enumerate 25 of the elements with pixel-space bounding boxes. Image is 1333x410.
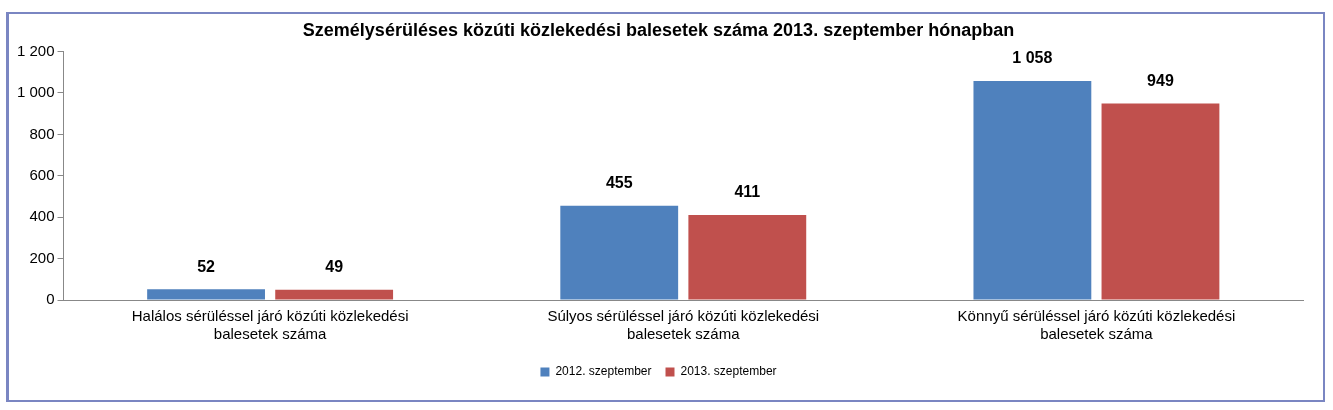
y-tick-label: 600 — [29, 165, 55, 183]
data-label: 455 — [605, 174, 633, 192]
y-tick-label: 400 — [29, 207, 55, 225]
data-label: 949 — [1147, 71, 1174, 89]
bar — [688, 214, 807, 300]
y-tick-label: 1 000 — [16, 83, 55, 101]
bar — [147, 289, 265, 300]
legend-label: 2012. szeptember — [555, 364, 652, 379]
y-tick-label: 1 200 — [16, 41, 55, 59]
data-label: 52 — [197, 257, 216, 275]
bar — [973, 80, 1092, 300]
data-label: 1 058 — [1012, 49, 1053, 67]
x-tick-label: Halálos sérüléssel járó közúti közlekedési balesetek száma — [131, 307, 409, 343]
data-label: 411 — [734, 183, 761, 201]
chart-title: Személysérüléses közúti közlekedési balesetek száma 2013. szeptember hónapban — [302, 19, 1015, 40]
x-tick-label: Könnyű sérüléssel járó közúti közlekedési balesetek száma — [957, 307, 1236, 343]
bar — [275, 289, 394, 300]
x-tick-label: Súlyos sérüléssel járó közúti közlekedési balesetek száma — [547, 307, 820, 343]
y-tick-label: 0 — [46, 290, 55, 308]
y-tick-label: 200 — [29, 248, 55, 266]
legend-label: 2013. szeptember — [680, 364, 777, 379]
bar — [1101, 103, 1220, 300]
data-label: 49 — [325, 258, 344, 276]
bar — [560, 205, 679, 300]
y-tick-label: 800 — [29, 124, 55, 142]
